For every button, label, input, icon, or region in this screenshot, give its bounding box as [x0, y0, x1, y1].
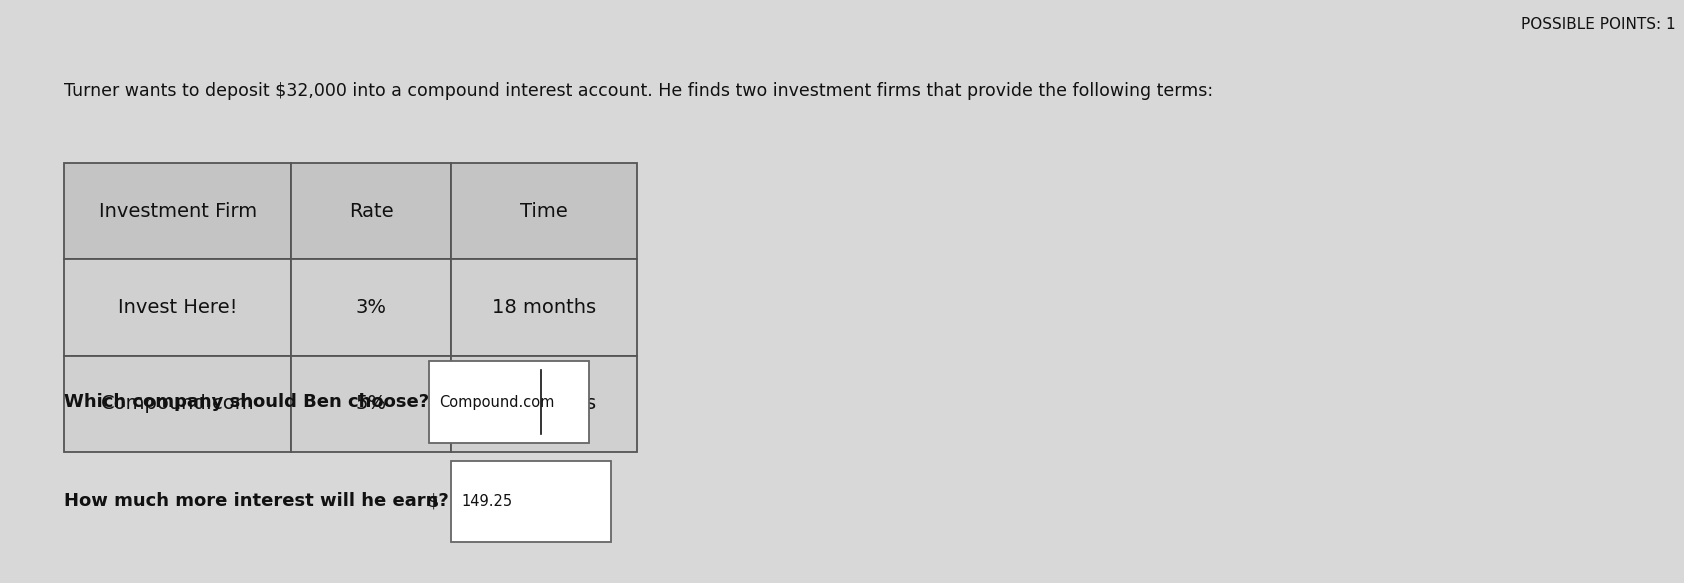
- Text: Compound.com: Compound.com: [440, 395, 556, 410]
- Text: 3%: 3%: [355, 298, 387, 317]
- FancyBboxPatch shape: [64, 163, 291, 259]
- FancyBboxPatch shape: [64, 356, 291, 452]
- Text: $: $: [428, 493, 440, 510]
- FancyBboxPatch shape: [451, 356, 637, 452]
- Text: 12 months: 12 months: [492, 394, 596, 413]
- Bar: [429, 361, 589, 443]
- Text: Investment Firm: Investment Firm: [99, 202, 256, 221]
- Text: Rate: Rate: [349, 202, 394, 221]
- Text: 149.25: 149.25: [461, 494, 512, 509]
- FancyBboxPatch shape: [451, 163, 637, 259]
- FancyBboxPatch shape: [64, 259, 291, 356]
- Text: 5%: 5%: [355, 394, 387, 413]
- Text: Which company should Ben choose?: Which company should Ben choose?: [64, 394, 429, 411]
- Bar: [451, 461, 611, 542]
- Text: Turner wants to deposit $32,000 into a compound interest account. He finds two i: Turner wants to deposit $32,000 into a c…: [64, 82, 1212, 100]
- Text: Time: Time: [520, 202, 568, 221]
- Text: Invest Here!: Invest Here!: [118, 298, 237, 317]
- FancyBboxPatch shape: [451, 259, 637, 356]
- FancyBboxPatch shape: [291, 259, 451, 356]
- Text: Compound.com: Compound.com: [101, 394, 254, 413]
- FancyBboxPatch shape: [291, 163, 451, 259]
- Text: How much more interest will he earn?: How much more interest will he earn?: [64, 493, 448, 510]
- Text: 18 months: 18 months: [492, 298, 596, 317]
- Text: POSSIBLE POINTS: 1: POSSIBLE POINTS: 1: [1521, 17, 1676, 33]
- FancyBboxPatch shape: [291, 356, 451, 452]
